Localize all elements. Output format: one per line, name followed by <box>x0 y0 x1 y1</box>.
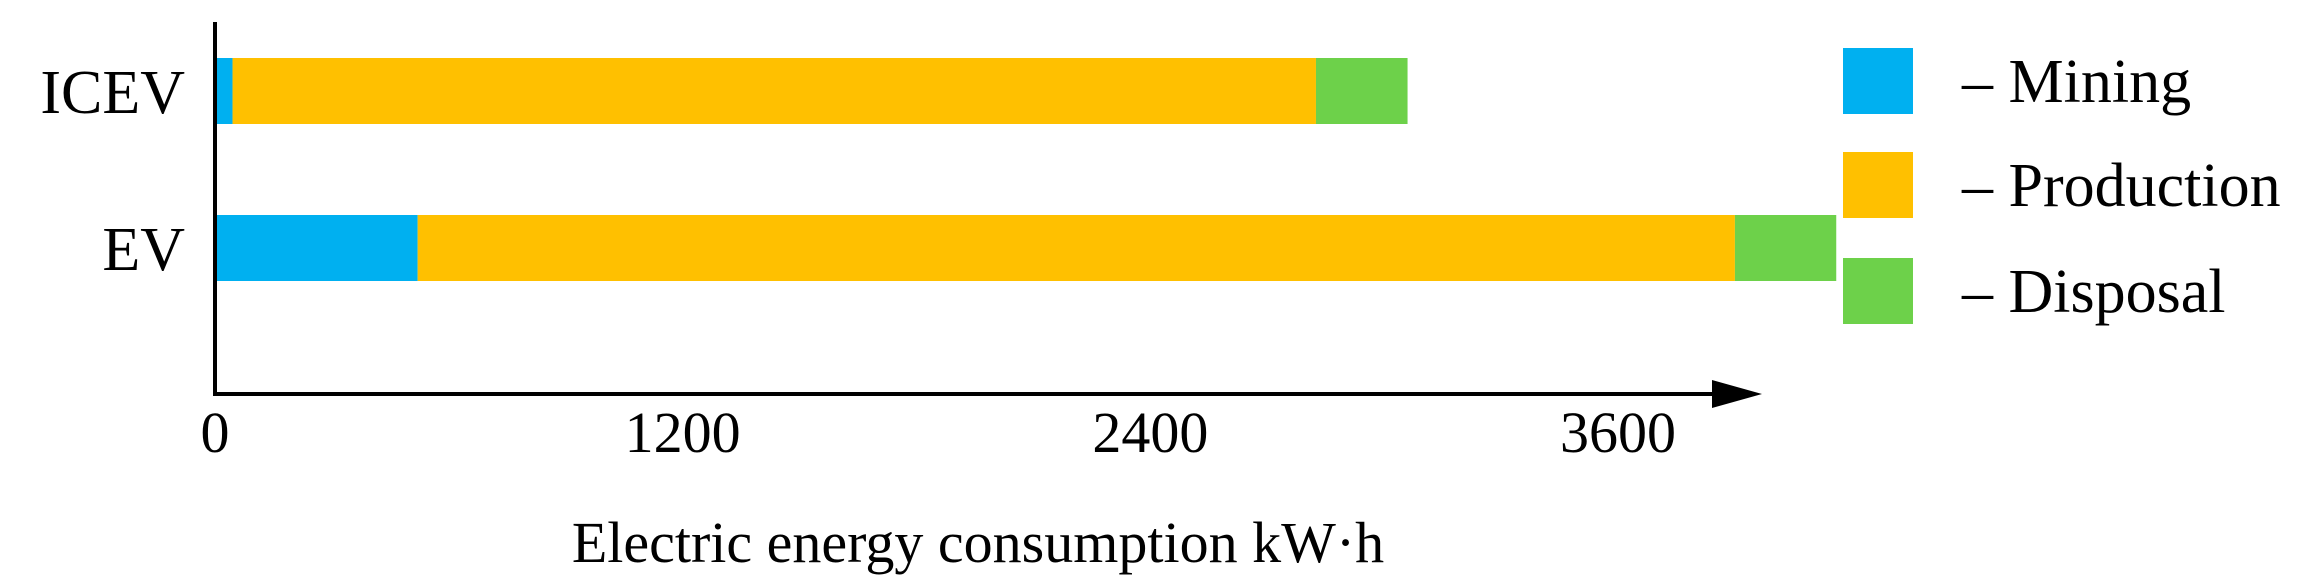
bar-ev-mining <box>215 215 418 281</box>
legend-label-disposal: – Disposal <box>1961 258 2226 326</box>
x-tick-label: 2400 <box>1092 400 1208 465</box>
bar-icev-mining <box>215 58 233 124</box>
bar-icev-disposal <box>1315 58 1408 124</box>
x-tick-label: 1200 <box>625 400 741 465</box>
x-tick-label: 0 <box>201 400 230 465</box>
x-tick-label: 3600 <box>1560 400 1676 465</box>
legend-label-mining: – Mining <box>1961 48 2191 116</box>
bar-icev-production <box>232 58 1316 124</box>
bar-ev-disposal <box>1734 215 1837 281</box>
bar-ev-production <box>417 215 1735 281</box>
legend-swatch-disposal <box>1843 258 1913 324</box>
legend: – Mining – Production – Disposal <box>1843 48 2281 326</box>
legend-swatch-mining <box>1843 48 1913 114</box>
category-label-icev: ICEV <box>40 59 185 127</box>
category-labels: ICEV EV <box>40 59 185 284</box>
legend-swatch-production <box>1843 152 1913 218</box>
legend-label-production: – Production <box>1961 152 2281 220</box>
x-axis-title: Electric energy consumption kW·h <box>572 510 1384 575</box>
category-label-ev: EV <box>102 216 185 284</box>
bars <box>215 58 1837 281</box>
x-ticks: 0 1200 2400 3600 <box>201 400 1677 465</box>
axes <box>213 22 1762 408</box>
x-axis-arrow-icon <box>1712 380 1762 408</box>
